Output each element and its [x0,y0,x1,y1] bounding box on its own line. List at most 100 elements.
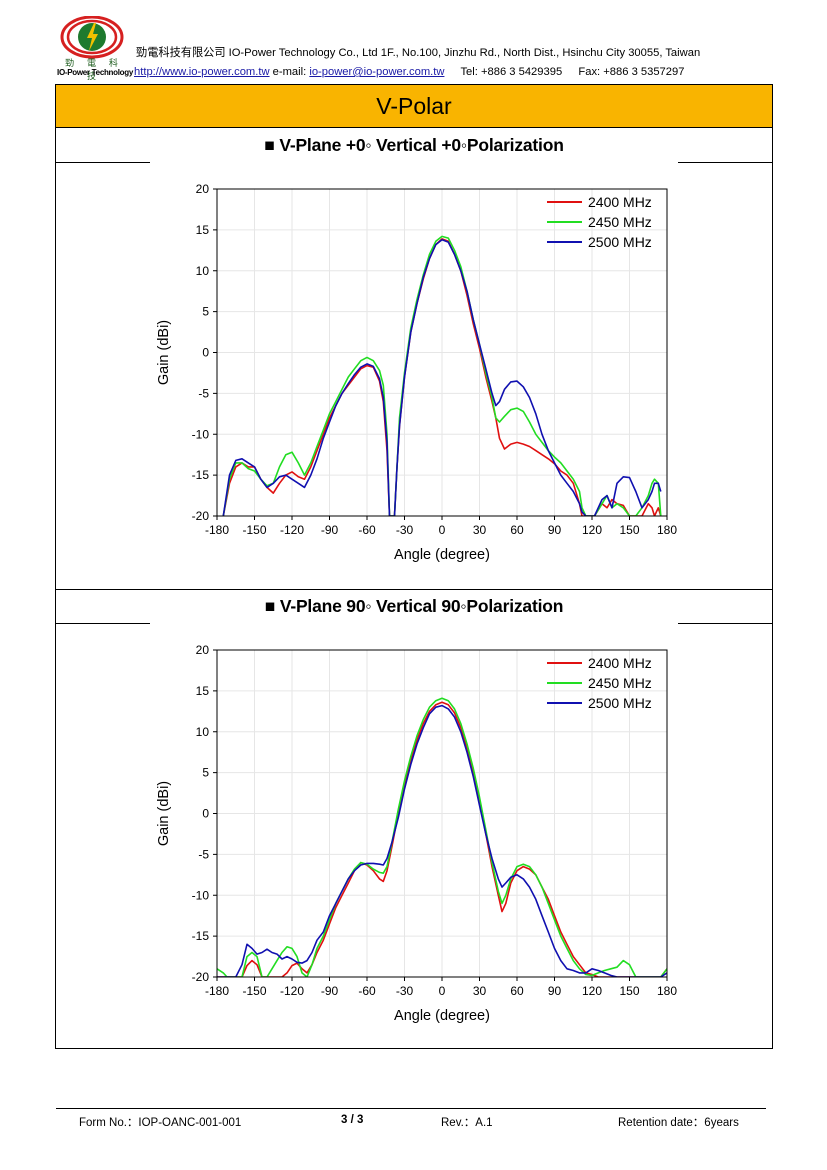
x-tick-label: 0 [439,984,446,998]
y-tick-label: 20 [196,182,210,196]
retention-date: Retention date：6years [618,1117,739,1129]
x-tick-label: 90 [548,523,562,537]
legend-label: 2500 MHz [588,695,652,711]
legend-item: 2450 MHz [547,214,652,230]
x-tick-label: -150 [242,984,266,998]
divider [56,162,150,163]
grid [217,650,667,977]
x-tick-label: -30 [396,523,414,537]
divider [56,623,150,624]
y-tick-label: 15 [196,684,210,698]
y-tick-label: -20 [192,970,210,984]
footer-divider [56,1108,766,1109]
x-tick-label: 150 [619,523,639,537]
divider [678,162,772,163]
series-line-1 [222,235,662,516]
legend-label: 2450 MHz [588,214,652,230]
x-tick-label: 90 [548,984,562,998]
grid [217,189,667,516]
x-tick-label: 180 [657,523,677,537]
fax-number: Fax: +886 3 5357297 [578,66,685,78]
logo-english-text: IO-Power Technology [57,68,133,77]
website-link[interactable]: http://www.io-power.com.tw [134,66,270,78]
report-frame: V-Polar ■ V-Plane +0◦ Vertical +0◦Polari… [55,84,773,1049]
email-label: e-mail: [272,66,307,78]
lightning-bolt-icon [87,23,98,51]
phone-number: Tel: +886 3 5429395 [460,66,563,78]
y-tick-label: -5 [198,386,209,400]
x-tick-label: 60 [510,523,524,537]
y-tick-label: -10 [192,427,210,441]
x-tick-label: 30 [473,523,487,537]
revision: Rev.：A.1 [441,1117,493,1129]
legend: 2400 MHz 2450 MHz 2500 MHz [547,655,652,711]
legend-item: 2450 MHz [547,675,652,691]
axis-ticks: -180 -150 -120 -90 -60 -30 0 30 60 90 120 150 180201… [192,182,678,537]
x-tick-label: -120 [280,984,304,998]
company-address: 勁電科技有限公司 IO-Power Technology Co., Ltd 1F… [136,47,701,59]
page-header: 勁 電 科 技 IO-Power Technology 勁電科技有限公司 IO-… [56,14,772,82]
y-tick-label: -10 [192,888,210,902]
plot-area [216,649,668,978]
axis-ticks: -180 -150 -120 -90 -60 -30 0 30 60 90 120 150 180201… [192,643,678,998]
x-tick-label: -90 [321,984,339,998]
y-tick-label: 0 [202,346,209,360]
y-tick-label: 15 [196,223,210,237]
y-tick-label: 5 [202,305,209,319]
legend-label: 2400 MHz [588,655,652,671]
email-link[interactable]: io-power@io-power.com.tw [309,66,445,78]
y-tick-label: 20 [196,643,210,657]
y-tick-label: 5 [202,766,209,780]
x-tick-label: 120 [582,523,602,537]
gain-chart-90deg: -180 -150 -120 -90 -60 -30 0 30 60 90 120 150 180201… [156,643,678,1024]
x-tick-label: 30 [473,984,487,998]
x-tick-label: -150 [242,523,266,537]
y-tick-label: 10 [196,264,210,278]
x-axis-label: Angle (degree) [394,547,490,563]
x-tick-label: -60 [358,984,376,998]
y-tick-label: 10 [196,725,210,739]
contact-line: http://www.io-power.com.tw e-mail: io-po… [134,66,684,78]
section-title-1: ■ V-Plane 90◦ Vertical 90◦Polarization [264,596,564,616]
y-axis-label: Gain (dBi) [156,781,172,846]
gain-chart-0deg: -180 -150 -120 -90 -60 -30 0 30 60 90 120 150 180201… [156,182,678,563]
legend: 2400 MHz 2450 MHz 2500 MHz [547,194,652,250]
legend-item: 2400 MHz [547,194,652,210]
y-tick-label: -15 [192,468,210,482]
divider [678,623,772,624]
legend-item: 2500 MHz [547,234,652,250]
x-tick-label: 0 [439,523,446,537]
y-tick-label: -5 [198,847,209,861]
x-tick-label: -120 [280,523,304,537]
x-tick-label: -60 [358,523,376,537]
company-logo [60,16,124,59]
plot-area [216,188,668,517]
y-tick-label: 0 [202,807,209,821]
y-tick-label: -15 [192,929,210,943]
x-tick-label: -30 [396,984,414,998]
x-axis-label: Angle (degree) [394,1008,490,1024]
x-tick-label: 180 [657,984,677,998]
y-tick-label: -20 [192,509,210,523]
legend-label: 2500 MHz [588,234,652,250]
legend-item: 2500 MHz [547,695,652,711]
series-lines [222,235,662,516]
y-axis-label: Gain (dBi) [156,320,172,385]
series-line-2 [222,238,662,516]
x-tick-label: 150 [619,984,639,998]
section-title-0: ■ V-Plane +0◦ Vertical +0◦Polarization [264,135,564,155]
series-line-1 [217,697,667,977]
x-tick-label: -90 [321,523,339,537]
series-line-2 [217,704,667,977]
x-tick-label: -180 [205,523,229,537]
page-number: 3 / 3 [341,1114,364,1126]
x-tick-label: 120 [582,984,602,998]
x-tick-label: 60 [510,984,524,998]
legend-label: 2450 MHz [588,675,652,691]
form-number: Form No.：IOP-OANC-001-001 [79,1117,242,1129]
x-tick-label: -180 [205,984,229,998]
series-lines [217,697,667,977]
logo-chinese-text: 勁 電 科 技 [65,59,123,82]
section-divider [56,589,772,590]
page-title: V-Polar [56,85,772,128]
